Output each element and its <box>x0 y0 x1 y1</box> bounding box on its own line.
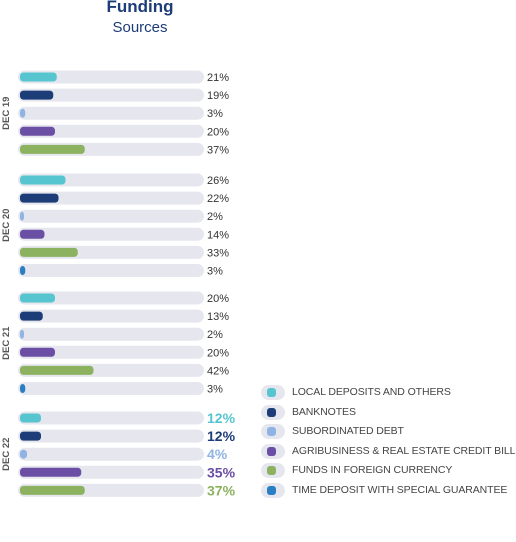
bar-dec-20-banknotes <box>20 193 59 203</box>
bar-dec-19-agribusiness-real-estate-credit-bills <box>20 126 55 136</box>
bar-dec-22-funds-in-foreign-currency <box>20 485 85 495</box>
bar-track <box>18 124 204 138</box>
legend-swatch <box>261 443 285 459</box>
value-label: 14% <box>207 229 229 241</box>
bar-dec-20-agribusiness-real-estate-credit-bills <box>20 229 45 239</box>
legend-swatch <box>261 482 285 498</box>
bar-track <box>18 209 204 223</box>
value-label: 42% <box>207 365 229 377</box>
value-label: 2% <box>207 329 223 341</box>
bar-track <box>18 291 204 305</box>
value-label: 37% <box>207 144 229 156</box>
legend-swatch <box>261 424 285 440</box>
group-label-dec-19: DEC 19 <box>1 97 12 130</box>
group-label-dec-21: DEC 21 <box>1 326 12 360</box>
bar-dec-21-time-deposit-with-special-guarantee <box>20 384 26 393</box>
value-label: 21% <box>207 72 229 84</box>
bar-dec-21-local-deposits-and-others <box>20 293 55 303</box>
legend-label: BANKNOTES <box>292 405 356 418</box>
bar-track <box>18 382 204 395</box>
value-label: 20% <box>207 293 229 305</box>
value-label: 20% <box>207 126 229 138</box>
bar-dec-21-banknotes <box>20 311 43 321</box>
bar-track <box>18 345 204 359</box>
bar-track <box>18 429 204 443</box>
bar-track <box>18 106 204 120</box>
bar-dec-22-banknotes <box>20 431 41 441</box>
bar-dec-21-agribusiness-real-estate-credit-bills <box>20 347 55 357</box>
legend-swatch <box>261 385 285 400</box>
bar-dec-19-subordinated-debt <box>20 108 26 118</box>
value-label: 4% <box>207 446 228 462</box>
value-label: 3% <box>207 108 223 120</box>
value-label: 13% <box>207 311 229 323</box>
bar-track <box>18 70 204 84</box>
bar-dec-20-funds-in-foreign-currency <box>20 247 78 257</box>
value-label: 20% <box>207 347 229 359</box>
chart-subtitle: Sources <box>112 19 168 36</box>
bar-dec-22-local-deposits-and-others <box>20 413 41 423</box>
bar-dec-20-time-deposit-with-special-guarantee <box>20 266 26 275</box>
legend-label: LOCAL DEPOSITS AND OTHERS <box>292 386 451 398</box>
legend-swatch <box>261 404 285 420</box>
chart-legend: LOCAL DEPOSITS AND OTHERS BANKNOTES SUBORD… <box>261 384 516 502</box>
bar-track <box>18 309 204 323</box>
bar-dec-19-local-deposits-and-others <box>20 72 57 82</box>
value-label: 26% <box>207 175 229 187</box>
legend-item: TIME DEPOSIT WITH SPECIAL GUARANTEE <box>261 482 516 502</box>
value-label: 35% <box>207 464 236 480</box>
value-label: 22% <box>207 193 229 205</box>
group-label-dec-22: DEC 22 <box>1 438 12 471</box>
legend-item: SUBORDINATED DEBT <box>261 423 516 443</box>
group-label-dec-20: DEC 20 <box>1 209 12 242</box>
bar-dec-21-funds-in-foreign-currency <box>20 365 94 375</box>
bar-track <box>18 264 204 277</box>
value-label: 2% <box>207 211 223 223</box>
bar-dec-20-local-deposits-and-others <box>20 175 66 185</box>
bar-track <box>18 327 204 341</box>
legend-swatch <box>261 463 285 479</box>
bar-dec-22-subordinated-debt <box>20 449 27 459</box>
bar-track <box>18 88 204 102</box>
bar-track <box>18 227 204 241</box>
legend-label: FUNDS IN FOREIGN CURRENCY <box>292 464 453 477</box>
bar-dec-19-banknotes <box>20 90 54 100</box>
value-label: 12% <box>207 410 236 426</box>
value-label: 19% <box>207 90 229 102</box>
legend-item: BANKNOTES <box>261 404 516 424</box>
value-label: 3% <box>207 384 223 396</box>
bar-dec-21-subordinated-debt <box>20 329 24 339</box>
value-label: 37% <box>207 482 236 498</box>
bar-track <box>18 191 204 205</box>
value-label: 12% <box>207 428 236 444</box>
legend-label: SUBORDINATED DEBT <box>292 425 404 438</box>
bar-dec-22-agribusiness-real-estate-credit-bills <box>20 467 82 477</box>
legend-label: TIME DEPOSIT WITH SPECIAL GUARANTEE <box>292 483 508 496</box>
bar-track <box>18 411 204 425</box>
value-label: 3% <box>207 266 223 278</box>
chart-title: Funding <box>106 0 174 16</box>
legend-item: LOCAL DEPOSITS AND OTHERS <box>261 384 516 404</box>
legend-item: AGRIBUSINESS & REAL ESTATE CREDIT BILLS <box>261 443 516 463</box>
bar-dec-20-subordinated-debt <box>20 211 24 221</box>
legend-label: AGRIBUSINESS & REAL ESTATE CREDIT BILLS <box>292 444 516 457</box>
bar-track <box>18 447 204 461</box>
value-label: 33% <box>207 247 229 259</box>
bar-dec-19-funds-in-foreign-currency <box>20 144 85 154</box>
legend-item: FUNDS IN FOREIGN CURRENCY <box>261 462 516 482</box>
